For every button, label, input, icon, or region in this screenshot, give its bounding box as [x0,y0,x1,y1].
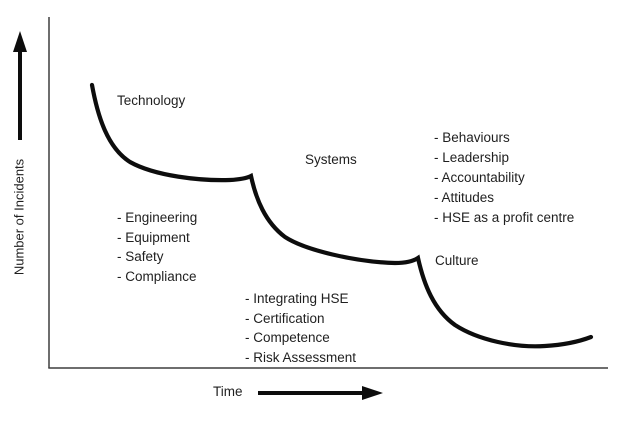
x-axis-arrow-icon [258,386,383,400]
phase-list-item: - Safety [117,249,164,265]
technology-items-list: - Engineering - Equipment - Safety - Compli… [117,208,197,286]
incidents-curve [89,82,594,349]
x-axis-label: Time [213,384,243,399]
y-axis-label: Number of Incidents [11,158,27,276]
phase-list-item: - Competence [245,330,330,346]
phase-list-item: - Behaviours [434,130,510,145]
systems-items-list: - Integrating HSE - Certification - Compet… [245,289,356,367]
phase-label-technology: Technology [117,93,186,108]
phase-list-item: - Accountability [434,169,525,185]
phase-list-item: - Equipment [117,229,190,245]
phase-list-item: - HSE as a profit centre [434,209,575,225]
phase-list-item: - Compliance [117,268,197,284]
y-axis-arrow-icon [13,31,27,140]
phase-list-item: - Leadership [434,149,510,165]
phase-list-item: - Engineering [117,210,198,225]
phase-label-systems: Systems [305,152,357,167]
phase-label-culture: Culture [435,253,479,268]
culture-items-list: - Behaviours - Leadership - Accountability… [434,128,574,228]
phase-list-item: - Integrating HSE [245,291,349,306]
phase-list-item: - Risk Assessment [245,349,357,365]
phase-list-item: - Attitudes [434,189,495,205]
phase-list-item: - Certification [245,310,325,326]
